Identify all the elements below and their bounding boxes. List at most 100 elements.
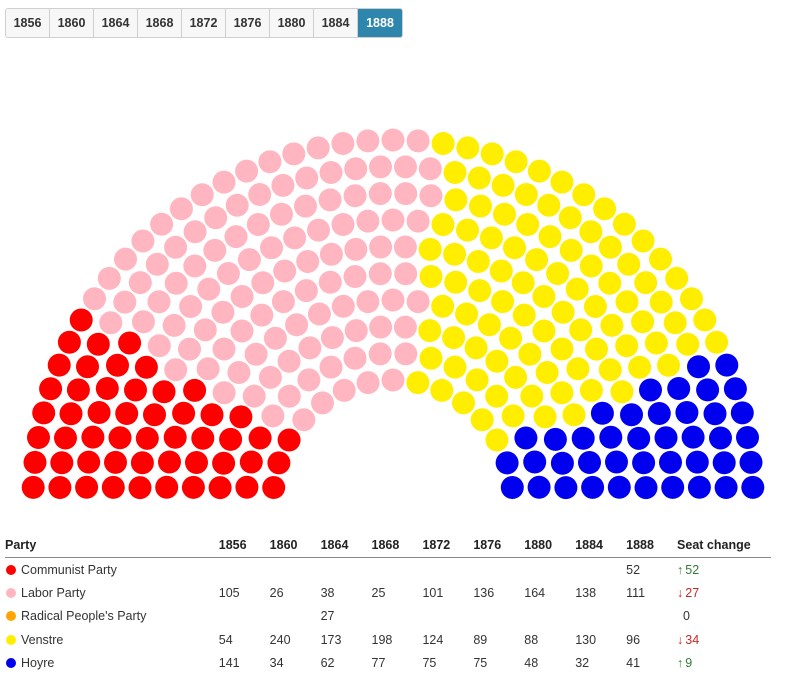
tab-year-1888[interactable]: 1888	[358, 9, 402, 37]
seat-dot	[381, 368, 405, 392]
seat-change-cell: ↓ 34	[677, 628, 771, 651]
seat-dot	[277, 349, 301, 373]
seat-dot	[193, 318, 217, 342]
seat-dot	[369, 315, 393, 339]
seat-dot	[227, 361, 251, 384]
seat-count-cell	[524, 605, 575, 628]
seat-dot	[456, 218, 479, 242]
seat-dot	[532, 285, 556, 308]
seat-count-cell: 75	[422, 655, 437, 670]
seat-dot	[128, 476, 152, 500]
seat-count-cell: 138	[575, 585, 597, 600]
parliament-hemicycle-chart	[21, 128, 765, 500]
header-year: 1884	[575, 533, 627, 558]
seat-dot	[675, 401, 699, 424]
tab-year-1872[interactable]: 1872	[182, 9, 226, 37]
seat-dot	[277, 384, 301, 408]
seat-dot	[204, 206, 228, 230]
seat-dot	[394, 262, 418, 286]
seat-change-cell: ↑ 9	[677, 651, 771, 674]
seat-dot	[644, 331, 668, 355]
tab-year-1880[interactable]: 1880	[270, 9, 314, 37]
seat-dot	[273, 259, 297, 283]
seat-dot	[124, 378, 147, 402]
seat-dot	[169, 197, 193, 221]
seat-dot	[712, 451, 736, 475]
seat-dot	[590, 401, 614, 425]
seat-dot	[467, 166, 491, 190]
seat-dot	[260, 236, 283, 260]
seat-dot	[369, 235, 393, 259]
tab-year-1876[interactable]: 1876	[226, 9, 270, 37]
seat-count-cell: 198	[371, 632, 393, 647]
seat-dot	[183, 378, 207, 402]
seat-dot	[319, 161, 343, 184]
seat-dot	[261, 404, 285, 428]
seat-dot	[343, 346, 367, 370]
header-year: 1876	[473, 533, 525, 558]
seat-count-cell: 164	[524, 585, 546, 600]
seat-dot	[599, 425, 623, 449]
seat-dot	[598, 271, 622, 295]
seat-dot	[452, 391, 475, 415]
seat-dot	[663, 311, 687, 335]
seat-dot	[307, 302, 331, 326]
tab-year-1864[interactable]: 1864	[94, 9, 138, 37]
seat-dot	[248, 183, 272, 206]
seat-dot	[311, 391, 334, 415]
seat-dot	[57, 330, 81, 354]
seat-count-cell: 32	[575, 655, 590, 670]
seat-dot	[527, 159, 551, 183]
seat-count-cell	[575, 605, 626, 628]
seat-dot	[406, 290, 430, 314]
seat-dot	[654, 426, 678, 450]
seat-dot	[356, 371, 380, 395]
tab-year-1856[interactable]: 1856	[6, 9, 50, 37]
arrow-up-icon: ↑	[677, 655, 684, 670]
tab-year-1884[interactable]: 1884	[314, 9, 358, 37]
seat-dot	[155, 475, 179, 499]
seat-dot	[258, 365, 282, 389]
seat-dot	[615, 334, 639, 358]
seat-dot	[131, 229, 155, 253]
seat-dot	[208, 476, 232, 500]
seat-count-cell: 34	[269, 655, 284, 670]
seat-dot	[485, 384, 509, 408]
seat-dot	[500, 476, 524, 499]
seat-dot	[501, 404, 525, 428]
seat-dot	[229, 405, 253, 429]
seat-dot	[610, 380, 634, 404]
header-year: 1860	[269, 533, 321, 558]
seat-dot	[406, 371, 430, 395]
seat-dot	[723, 377, 747, 401]
seat-dot	[152, 380, 176, 404]
seat-count-cell: 173	[320, 632, 342, 647]
seat-dot	[164, 235, 188, 259]
seat-dot	[307, 218, 330, 242]
tab-year-1868[interactable]: 1868	[138, 9, 182, 37]
party-row: Venstre 54 240 173 198 124 89 88 130 96 ↓ 34	[5, 628, 771, 651]
seat-count-cell	[372, 558, 423, 582]
seat-dot	[147, 290, 171, 314]
party-color-swatch	[6, 564, 16, 575]
seat-dot	[431, 294, 455, 318]
seat-dot	[406, 209, 430, 233]
seat-dot	[181, 475, 205, 499]
seat-dot	[593, 197, 617, 221]
seat-dot	[104, 450, 127, 474]
seat-dot	[562, 403, 586, 427]
seat-dot	[687, 355, 710, 379]
seat-dot	[162, 313, 186, 337]
seat-dot	[294, 279, 318, 303]
seat-dot	[504, 150, 528, 174]
seat-dot	[191, 426, 215, 450]
seat-dot	[258, 150, 282, 174]
party-name: Communist Party	[21, 562, 117, 577]
arrow-up-icon: ↑	[677, 562, 684, 577]
seat-dot	[75, 475, 99, 499]
tab-year-1860[interactable]: 1860	[50, 9, 94, 37]
seat-dot	[527, 475, 551, 499]
header-seat-change: Seat change	[677, 533, 771, 558]
seat-dot	[419, 346, 443, 370]
seat-dot	[115, 402, 139, 425]
